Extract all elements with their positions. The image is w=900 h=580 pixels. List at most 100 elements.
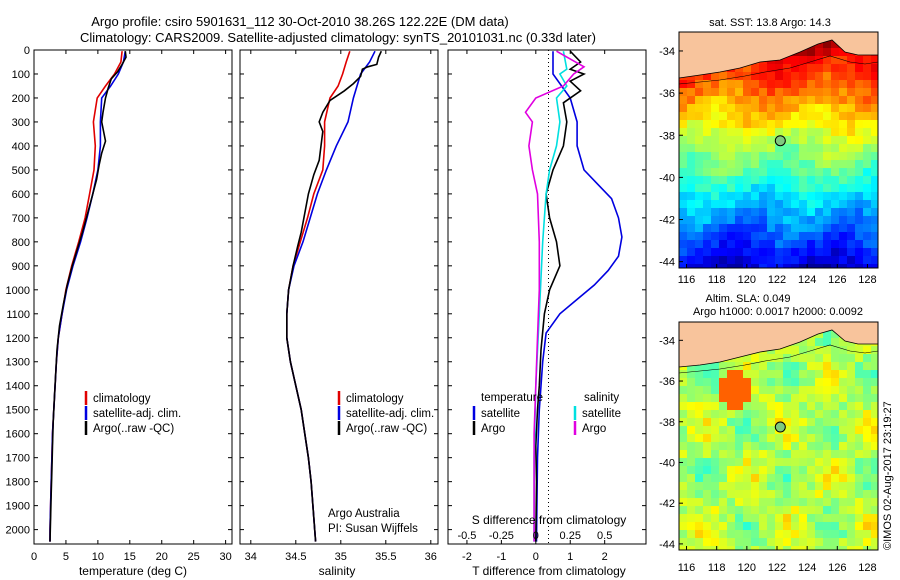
map-cell (775, 184, 784, 193)
map-cell (799, 128, 808, 137)
map-cell (751, 378, 760, 387)
map-cell (839, 442, 848, 451)
map-cell (847, 458, 856, 467)
map-cell (799, 232, 808, 241)
map-cell (807, 410, 816, 419)
map-cell (871, 264, 878, 268)
map-cell (743, 232, 752, 241)
map-cell (687, 538, 696, 547)
map-cell (703, 514, 712, 523)
temperature-axis-label: temperature (deg C) (79, 564, 187, 578)
map-cell (679, 248, 688, 257)
map-cell (751, 112, 760, 121)
map-cell (815, 136, 824, 145)
map-cell (783, 184, 792, 193)
map-cell (759, 514, 768, 523)
map-cell (791, 466, 800, 475)
map-cell (847, 208, 856, 217)
map-cell (687, 104, 696, 113)
depth-tick-label: 1500 (6, 405, 30, 417)
map-cell (727, 394, 736, 403)
map-cell (871, 184, 878, 193)
map-cell (687, 522, 696, 531)
map-cell (695, 200, 704, 209)
map-cell (703, 474, 712, 483)
x-tick-label: 34 (245, 551, 257, 563)
map-cell (679, 80, 688, 89)
map-cell (703, 378, 712, 387)
map-cell (807, 498, 816, 507)
difference-plot-frame (447, 49, 647, 545)
map-cell (751, 160, 760, 169)
map-cell (711, 402, 720, 411)
map-cell (823, 362, 832, 371)
map-cell (839, 80, 848, 89)
map-cell (775, 514, 784, 523)
annotation-argo-australia: Argo Australia (328, 508, 400, 520)
map-cell (871, 474, 878, 483)
map-cell (695, 530, 704, 539)
map-cell (759, 96, 768, 105)
x-tick-label: -2 (462, 551, 472, 563)
map-cell (711, 136, 720, 145)
map-cell (759, 506, 768, 515)
map-cell (751, 200, 760, 209)
map-cell (759, 128, 768, 137)
map-cell (863, 96, 872, 105)
map-cell (727, 192, 736, 201)
map-cell (735, 354, 744, 363)
map-cell (711, 128, 720, 137)
map-cell (727, 538, 736, 547)
map-cell (759, 176, 768, 185)
map-cell (703, 450, 712, 459)
map-cell (871, 64, 878, 73)
salinity-legend: climatology satellite-adj. clim. Argo(..… (337, 391, 434, 435)
map-cell (743, 64, 752, 73)
map-cell (839, 176, 848, 185)
map-cell (727, 546, 736, 550)
map-cell (847, 240, 856, 249)
map-cell (783, 96, 792, 105)
map-cell (807, 216, 816, 225)
map-cell (767, 506, 776, 515)
map-cell (871, 498, 878, 507)
map-cell (743, 80, 752, 89)
map-cell (831, 546, 840, 550)
map-cell (743, 498, 752, 507)
map-cell (751, 152, 760, 161)
map-cell (711, 160, 720, 169)
map-cell (791, 144, 800, 153)
map-cell (799, 442, 808, 451)
map-cell (743, 72, 752, 81)
map-cell (711, 248, 720, 257)
map-cell (783, 514, 792, 523)
map-cell (767, 530, 776, 539)
map-cell (703, 442, 712, 451)
map-cell (727, 184, 736, 193)
map-cell (831, 176, 840, 185)
map-cell (799, 112, 808, 121)
depth-tick-label: 1300 (6, 357, 30, 369)
map-cell (831, 530, 840, 539)
map-cell (839, 248, 848, 257)
map-cell (855, 538, 864, 547)
map-cell (743, 490, 752, 499)
shelf-contour (679, 344, 878, 374)
map-cell (791, 378, 800, 387)
map-cell (703, 144, 712, 153)
map-cell (791, 232, 800, 241)
map-cell (863, 216, 872, 225)
map-cell (847, 72, 856, 81)
map-cell (719, 192, 728, 201)
map-cell (791, 216, 800, 225)
depth-tick-label: 700 (12, 213, 30, 225)
map-cell (767, 450, 776, 459)
map-cell (751, 216, 760, 225)
map-cell (687, 498, 696, 507)
depth-tick-label: 900 (12, 261, 30, 273)
map-cell (767, 386, 776, 395)
map-cell (807, 338, 816, 347)
map-cell (743, 152, 752, 161)
map-cell (839, 506, 848, 515)
lon-tick-label: 116 (678, 562, 696, 574)
